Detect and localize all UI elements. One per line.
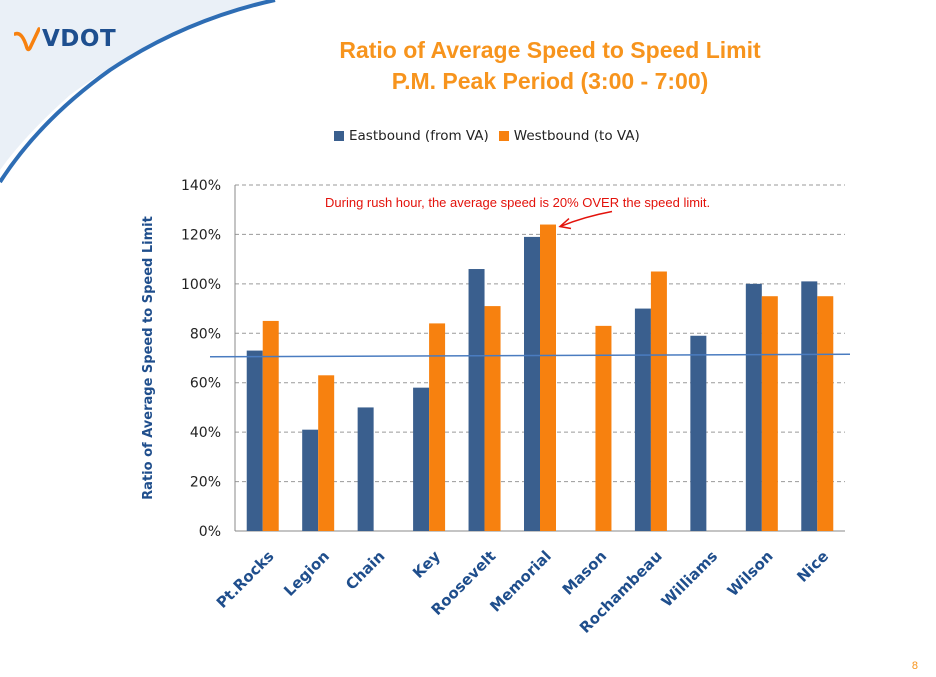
bar-eastbound-ptrocks xyxy=(246,350,263,531)
bar-westbound-legion xyxy=(318,375,335,531)
y-tick-label: 120% xyxy=(181,227,221,243)
vdot-swoosh-icon xyxy=(14,27,40,52)
y-tick-label: 20% xyxy=(190,475,221,491)
legend-item-westbound: Westbound (to VA) xyxy=(498,128,640,144)
y-tick-label: 80% xyxy=(190,326,221,342)
chart-title-line1: Ratio of Average Speed to Speed Limit xyxy=(339,37,761,63)
legend-swatch-eastbound xyxy=(334,131,344,141)
bar-eastbound-legion xyxy=(302,429,319,531)
bar-westbound-rochambeau xyxy=(650,271,667,531)
bar-eastbound-chain xyxy=(357,407,374,531)
x-tick-label: Mason xyxy=(559,547,611,599)
bar-eastbound-rochambeau xyxy=(634,308,651,531)
x-tick-label: Chain xyxy=(342,547,388,593)
x-tick-label: Williams xyxy=(658,547,722,611)
page-number: 8 xyxy=(911,660,918,672)
bar-westbound-memorial xyxy=(540,224,556,532)
bar-westbound-nice xyxy=(817,296,834,531)
x-tick-label: Wilson xyxy=(724,547,777,600)
bar-eastbound-roosevelt xyxy=(468,269,485,531)
y-tick-label: 40% xyxy=(190,425,221,441)
bar-eastbound-nice xyxy=(801,281,818,531)
vdot-logo: VDOT xyxy=(14,26,116,52)
legend-swatch-westbound xyxy=(498,131,509,141)
x-tick-label: Key xyxy=(409,547,444,582)
logo-text: VDOT xyxy=(42,26,117,52)
bar-westbound-key xyxy=(429,323,446,531)
speed-limit-reference-line xyxy=(209,353,851,358)
legend-label-eastbound: Eastbound (from VA) xyxy=(349,128,489,144)
bar-westbound-ptrocks xyxy=(262,320,279,531)
x-tick-label: Pt.Rocks xyxy=(213,547,278,612)
y-tick-label: 60% xyxy=(190,376,221,392)
bar-westbound-wilson xyxy=(761,296,778,531)
bar-westbound-roosevelt xyxy=(484,306,501,531)
bar-eastbound-key xyxy=(413,387,430,531)
legend-label-westbound: Westbound (to VA) xyxy=(513,128,640,144)
y-tick-label: 140% xyxy=(181,178,221,194)
annotation-arrow xyxy=(559,210,613,228)
y-tick-label: 0% xyxy=(199,524,221,540)
bar-eastbound-williams xyxy=(690,335,707,531)
bar-westbound-mason xyxy=(595,325,612,531)
y-axis-label: Ratio of Average Speed to Speed Limit xyxy=(141,216,156,500)
annotation-arrow-head xyxy=(558,217,572,230)
chart-title-line2: P.M. Peak Period (3:00 - 7:00) xyxy=(391,68,709,94)
x-tick-label: Nice xyxy=(793,547,832,586)
annotation-text: During rush hour, the average speed is 2… xyxy=(325,195,710,210)
bar-eastbound-memorial xyxy=(524,236,540,531)
chart-legend: Eastbound (from VA) Westbound (to VA) xyxy=(334,128,650,144)
y-tick-label: 100% xyxy=(181,277,221,293)
x-tick-label: Legion xyxy=(280,547,333,600)
bar-eastbound-wilson xyxy=(745,283,762,531)
legend-item-eastbound: Eastbound (from VA) xyxy=(334,128,489,144)
